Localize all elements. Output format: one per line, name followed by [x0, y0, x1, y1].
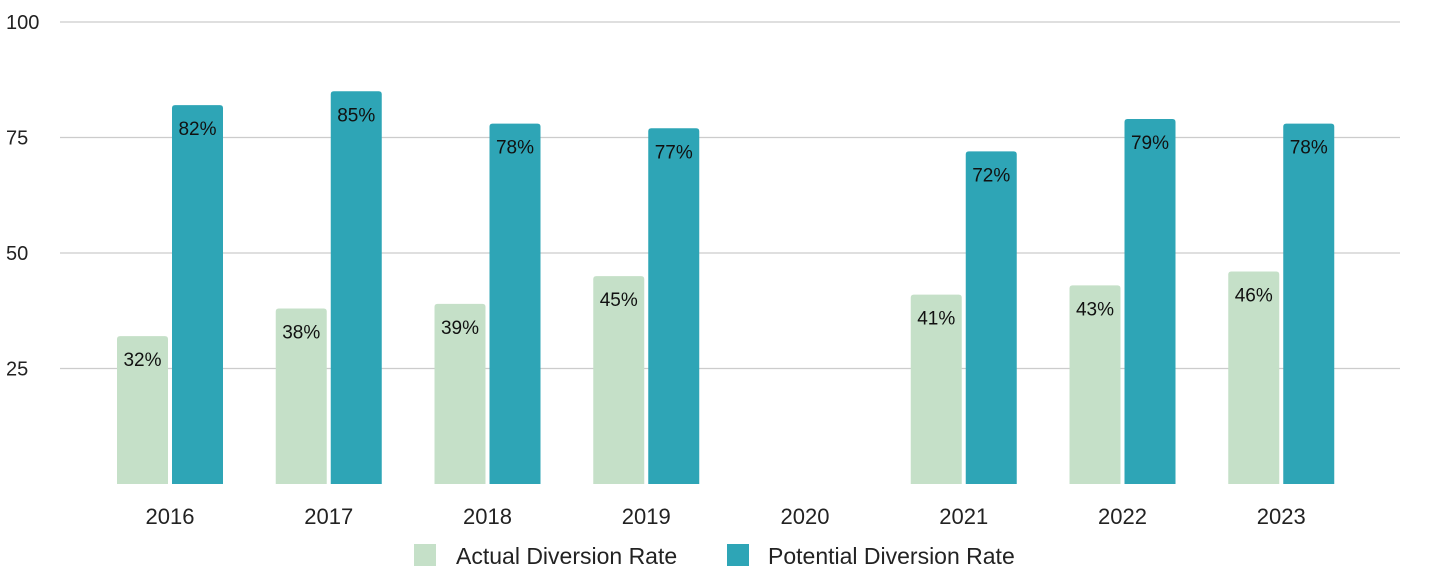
x-tick-label: 2020 — [781, 504, 830, 529]
bar-actual-2022[interactable] — [1069, 285, 1121, 484]
y-tick-label: 75 — [6, 128, 28, 150]
data-label-potential-2016: 82% — [178, 119, 216, 140]
legend-swatch-potential — [727, 544, 749, 566]
bar-potential-2022[interactable] — [1124, 119, 1176, 485]
bar-potential-2021[interactable] — [965, 151, 1017, 485]
bar-actual-2023[interactable] — [1228, 271, 1280, 484]
data-label-actual-2021: 41% — [917, 309, 955, 330]
legend-swatch-actual — [414, 544, 436, 566]
y-tick-label: 100 — [6, 12, 39, 34]
x-tick-label: 2022 — [1098, 504, 1147, 529]
data-label-potential-2017: 85% — [337, 105, 375, 126]
bar-layer — [117, 91, 1335, 485]
data-label-potential-2023: 78% — [1290, 138, 1328, 159]
legend-label-potential: Potential Diversion Rate — [768, 543, 1015, 569]
data-label-potential-2022: 79% — [1131, 133, 1169, 154]
x-tick-label: 2016 — [146, 504, 195, 529]
bar-actual-2018[interactable] — [434, 303, 486, 484]
data-label-actual-2022: 43% — [1076, 299, 1114, 320]
legend-item-actual[interactable]: Actual Diversion Rate — [414, 543, 677, 569]
data-label-actual-2016: 32% — [123, 350, 161, 371]
data-label-actual-2017: 38% — [282, 322, 320, 343]
x-tick-label: 2017 — [304, 504, 353, 529]
data-label-potential-2019: 77% — [655, 142, 693, 163]
bar-potential-2016[interactable] — [172, 105, 223, 484]
bar-potential-2017[interactable] — [330, 91, 382, 485]
data-label-layer: 32% 82% 38% 85% 39% 78% 45% 77% 41% 72% 43% 79% 46% 7… — [123, 105, 1327, 371]
x-tick-label: 2021 — [939, 504, 988, 529]
axis-layer: 25 50 75 100 2016 2017 2018 2019 2020 2021 2022 202… — [6, 12, 1306, 529]
y-tick-label: 50 — [6, 243, 28, 265]
y-tick-label: 25 — [6, 359, 28, 381]
legend-item-potential[interactable]: Potential Diversion Rate — [727, 543, 1015, 569]
bar-potential-2019[interactable] — [648, 128, 700, 484]
x-tick-label: 2019 — [622, 504, 671, 529]
data-label-potential-2018: 78% — [496, 138, 534, 159]
data-label-actual-2018: 39% — [441, 318, 479, 339]
data-label-potential-2021: 72% — [972, 165, 1010, 186]
bar-actual-2021[interactable] — [910, 294, 962, 484]
grid-layer — [60, 21, 1400, 370]
bar-potential-2018[interactable] — [489, 123, 541, 484]
x-tick-label: 2018 — [463, 504, 512, 529]
data-label-actual-2023: 46% — [1235, 285, 1273, 306]
legend-label-actual: Actual Diversion Rate — [456, 543, 677, 569]
data-label-actual-2019: 45% — [600, 290, 638, 311]
legend[interactable]: Actual Diversion Rate Potential Diversion… — [414, 543, 1015, 569]
bar-actual-2017[interactable] — [275, 308, 327, 484]
bar-actual-2016[interactable] — [117, 336, 168, 484]
x-tick-label: 2023 — [1257, 504, 1306, 529]
bar-potential-2023[interactable] — [1283, 123, 1335, 484]
bar-actual-2019[interactable] — [593, 276, 645, 484]
